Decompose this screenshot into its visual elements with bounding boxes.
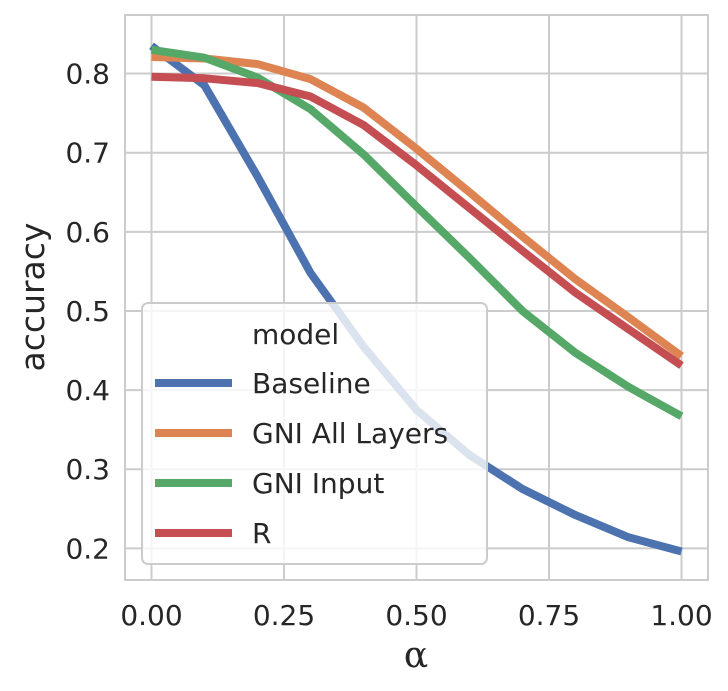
legend-title: model <box>252 318 339 351</box>
legend-label-baseline: Baseline <box>252 367 371 400</box>
plot-frame <box>124 14 709 581</box>
legend-box <box>141 302 488 565</box>
x-tick-label: 0.75 <box>518 599 580 632</box>
y-tick-label: 0.3 <box>65 453 110 486</box>
y-axis-label: accuracy <box>13 223 52 372</box>
x-tick-label: 0.25 <box>253 599 315 632</box>
y-tick-labels: 0.2 0.3 0.4 0.5 0.6 0.7 0.8 <box>65 58 110 566</box>
legend: model Baseline GNI All Layers GNI Input R <box>141 302 488 565</box>
legend-label-gni-all-layers: GNI All Layers <box>252 417 448 450</box>
y-tick-label: 0.4 <box>65 374 110 407</box>
legend-label-gni-input: GNI Input <box>252 467 384 500</box>
y-tick-label: 0.6 <box>65 216 110 249</box>
x-tick-label: 1.00 <box>650 599 712 632</box>
y-tick-label: 0.5 <box>65 295 110 328</box>
series-line-r <box>151 72 684 369</box>
x-tick-label: 0.50 <box>385 599 447 632</box>
x-tick-label: 0.00 <box>120 599 182 632</box>
legend-items: Baseline GNI All Layers GNI Input R <box>155 367 448 550</box>
y-tick-label: 0.8 <box>65 58 110 91</box>
x-tick-labels: 0.00 0.25 0.50 0.75 1.00 <box>120 599 712 632</box>
y-tick-label: 0.7 <box>65 137 110 170</box>
x-axis-label: α <box>404 635 428 676</box>
legend-label-r: R <box>252 517 271 550</box>
series-line-gni-all-layers <box>151 52 684 360</box>
series-line-gni-input <box>150 45 684 420</box>
y-tick-label: 0.2 <box>65 532 110 565</box>
